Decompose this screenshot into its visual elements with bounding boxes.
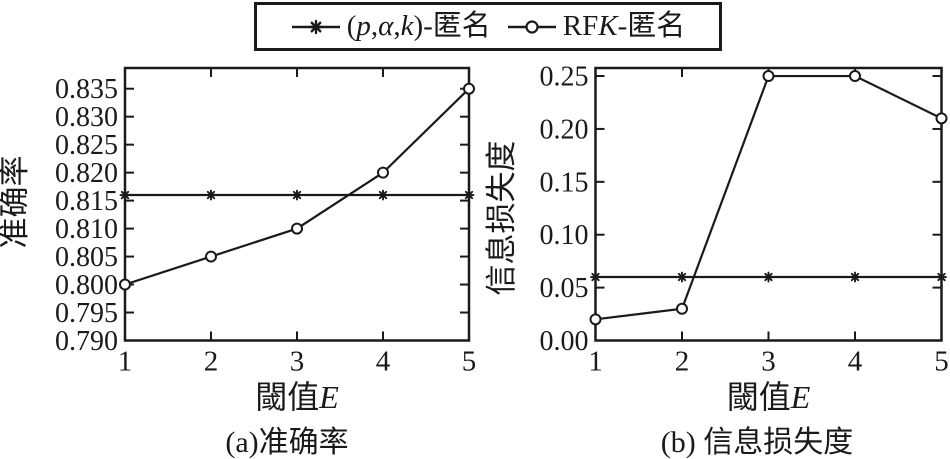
asterisk-line-marker-icon: [291, 19, 340, 34]
asterisk-spoke: [850, 272, 860, 282]
y-tick-label: 0.805: [55, 242, 118, 273]
y-tick-label: 0.10: [540, 220, 589, 251]
label-segment: α: [378, 10, 394, 42]
y-tick-label: 0.05: [540, 273, 589, 304]
y-tick-label: 0.20: [540, 114, 589, 145]
legend-item-rfk: RFK-匿名: [507, 12, 686, 41]
data-point-circle: [291, 222, 303, 235]
rfk-legend-label: RFK-匿名: [563, 12, 686, 41]
data-point-asterisk: [205, 189, 217, 201]
x-tick-label: 3: [290, 346, 305, 378]
y-axis-label: 信息损失度: [484, 141, 519, 296]
x-axis-label-segment: 閾值: [255, 379, 319, 415]
series-line-rfk: [595, 74, 942, 321]
label-segment: )-匿名: [413, 10, 491, 42]
x-axis-label-segment: 閾值: [727, 379, 791, 415]
x-axis-label: 閾值E: [727, 379, 811, 415]
accuracy-chart-svg: 1 2 3 4 5 0.7900.7950.8000.8050.8100.8150.820…: [0, 66, 475, 459]
data-point-asterisk: [590, 271, 601, 283]
plot-box: [594, 66, 943, 342]
y-tick-label: 0.800: [55, 270, 118, 301]
asterisk-spoke: [464, 190, 474, 200]
data-point-asterisk: [763, 271, 774, 283]
legend-asterisk-marker: [308, 19, 323, 34]
x-axis-label: 閾值E: [255, 379, 339, 415]
label-segment: K: [598, 10, 618, 42]
plot-box: [123, 66, 471, 342]
data-point-asterisk: [119, 189, 131, 201]
x-tick-label: 1: [588, 346, 603, 378]
y-tick-label: 0.835: [55, 74, 118, 105]
label-segment: (: [346, 10, 357, 42]
data-point-asterisk: [291, 189, 303, 201]
data-point-circle: [762, 70, 775, 83]
x-axis-label-segment: E: [318, 379, 339, 415]
asterisk-spoke: [591, 272, 600, 282]
x-axis-label-segment: E: [790, 379, 811, 415]
data-point-circle: [589, 313, 602, 326]
label-segment: RF: [562, 10, 599, 42]
circle-line-marker-icon: [507, 19, 556, 34]
y-tick-label: 0.825: [55, 130, 118, 161]
panel-caption: (b) 信息损失度: [661, 426, 853, 459]
data-point-circle: [463, 82, 475, 95]
pak-legend-label: (p,α,k)-匿名: [347, 12, 491, 41]
data-point-asterisk: [463, 189, 475, 201]
legend-item-pak: (p,α,k)-匿名: [291, 12, 491, 41]
label-segment: p: [356, 10, 371, 42]
x-tick-label: 4: [376, 346, 391, 378]
x-tick-label: 2: [675, 346, 690, 378]
accuracy-chart-panel: 1 2 3 4 5 0.790 0.795 0.800 0.805 0.810 0.815 0.820…: [0, 66, 475, 459]
y-tick-label: 0.830: [55, 102, 118, 133]
y-tick-label: 0.790: [55, 326, 118, 357]
asterisk-spoke: [764, 272, 773, 282]
asterisk-spoke: [310, 21, 322, 32]
y-axis-label: 准确率: [0, 156, 32, 249]
y-tick-label: 0.15: [540, 167, 589, 198]
data-point-asterisk: [676, 271, 688, 283]
data-point-circle: [377, 166, 389, 179]
asterisk-spoke: [292, 190, 302, 200]
asterisk-spoke: [120, 190, 130, 200]
data-point-circle: [676, 302, 688, 315]
x-tick-label: 5: [934, 346, 949, 378]
data-point-circle: [119, 278, 131, 291]
legend: (p,α,k)-匿名 RFK-匿名: [254, 2, 722, 51]
data-point-circle: [849, 70, 861, 83]
data-point-circle: [935, 112, 948, 125]
x-tick-label: 2: [204, 346, 219, 378]
asterisk-spoke: [206, 190, 216, 200]
label-segment: ,: [370, 10, 379, 42]
label-segment: ,: [393, 10, 401, 42]
data-point-asterisk: [377, 189, 389, 201]
y-tick-label: 0.00: [540, 326, 589, 357]
label-segment: k: [400, 10, 414, 42]
asterisk-spoke: [937, 272, 946, 282]
asterisk-spoke: [677, 272, 687, 282]
legend-circle-marker: [525, 19, 539, 34]
x-tick-label: 4: [848, 346, 863, 378]
y-tick-label: 0.795: [55, 298, 118, 329]
info-loss-chart-panel: 1 2 3 4 5 0.00 0.05 0.10 0.15 0.20 0.25 信息损失度閾值E (b)…: [475, 0, 950, 459]
panel-caption: (a)准确率: [225, 426, 348, 459]
label-segment: -匿名: [617, 10, 686, 42]
y-tick-label: 0.810: [55, 214, 118, 245]
data-point-circle: [205, 250, 217, 263]
x-tick-label: 1: [118, 346, 133, 378]
series-line-rfk: [124, 87, 470, 286]
x-tick-label: 3: [761, 346, 776, 378]
data-point-asterisk: [849, 271, 861, 283]
x-tick-label: 5: [462, 346, 475, 378]
y-tick-label: 0.815: [55, 186, 118, 217]
y-tick-label: 0.820: [55, 158, 118, 189]
asterisk-spoke: [378, 190, 388, 200]
data-point-asterisk: [936, 271, 947, 283]
y-tick-label: 0.25: [540, 62, 589, 93]
